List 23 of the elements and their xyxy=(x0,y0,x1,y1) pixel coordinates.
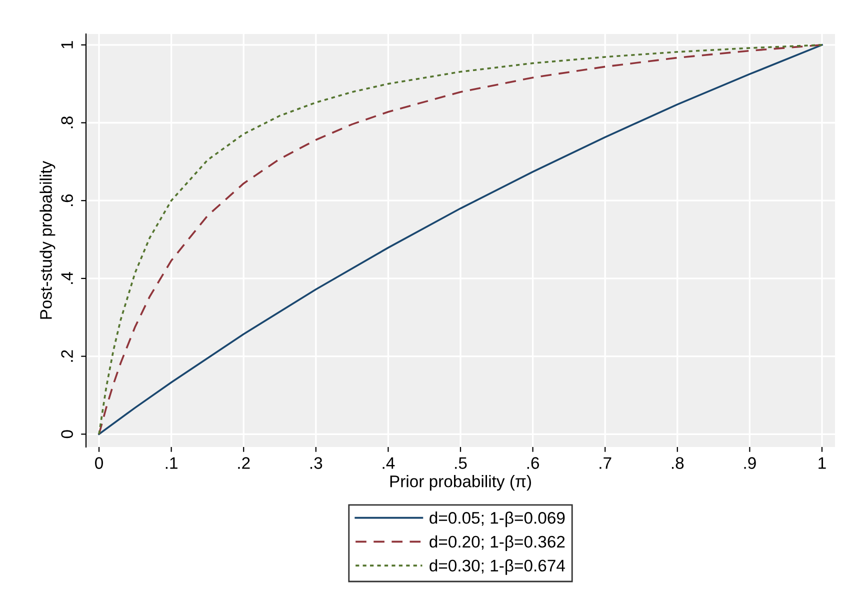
x-axis-title: Prior probability (π) xyxy=(390,475,531,491)
x-tick-label: .6 xyxy=(527,457,540,469)
y-axis-title: Post-study probability xyxy=(40,160,56,319)
y-tick-label: .4 xyxy=(61,272,73,284)
x-tick-label: .7 xyxy=(600,457,612,469)
line-series xyxy=(98,44,823,436)
y-tick-label: 1 xyxy=(61,41,73,48)
x-tick-label: .5 xyxy=(455,457,467,469)
x-tick-label: .2 xyxy=(238,457,250,469)
x-tick-label: 1 xyxy=(818,457,826,469)
legend-label: d=0.30; 1-β=0.674 xyxy=(430,559,565,575)
legend-label: d=0.05; 1-β=0.069 xyxy=(430,512,565,528)
x-tick-label: .1 xyxy=(166,457,178,469)
y-tick-label: .2 xyxy=(61,350,73,362)
x-tick-label: .4 xyxy=(382,457,395,469)
x-tick-label: .9 xyxy=(744,457,756,469)
x-tick-label: 0 xyxy=(95,457,103,469)
y-tick-label: 0 xyxy=(61,430,73,438)
y-tick-label: .6 xyxy=(61,194,73,206)
x-tick-label: .3 xyxy=(310,457,322,469)
x-tick-label: .8 xyxy=(672,457,684,469)
y-tick-label: .8 xyxy=(61,116,73,128)
legend-label: d=0.20; 1-β=0.362 xyxy=(430,535,565,551)
